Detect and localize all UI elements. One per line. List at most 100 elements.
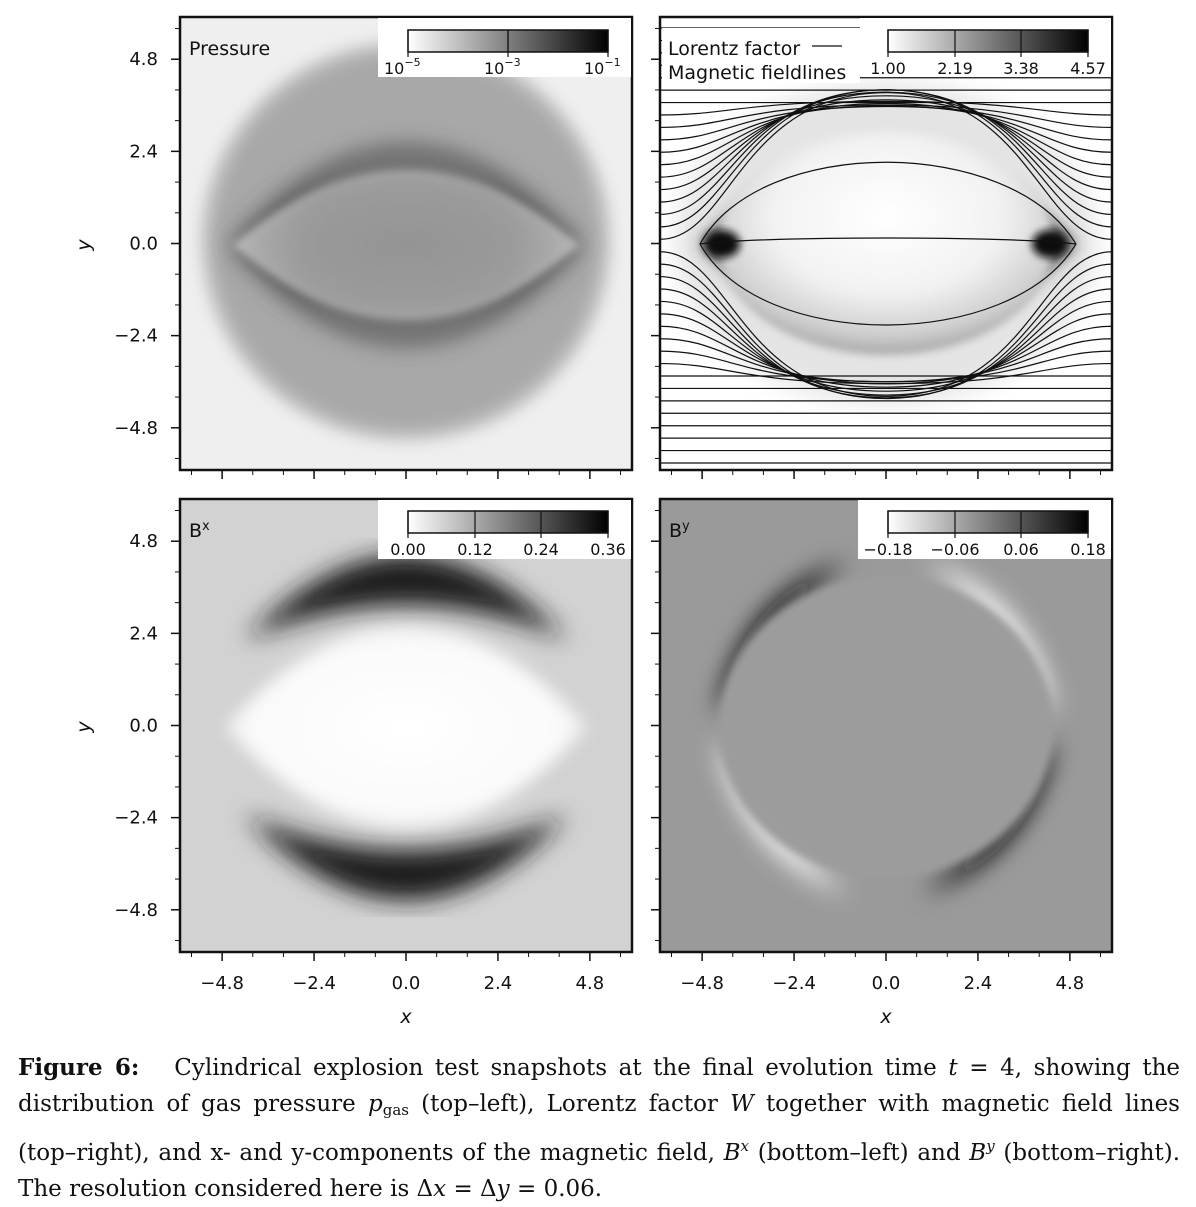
cb-tick-by-1: −0.06 — [930, 540, 979, 559]
colorbar-ticks-lorentz — [887, 30, 1089, 57]
pressure-map — [180, 17, 632, 470]
y-tick-label: −2.4 — [114, 326, 158, 347]
bx-map — [180, 499, 632, 952]
colorbar-bx — [407, 510, 609, 534]
y-tick-label: 0.0 — [129, 234, 158, 255]
cb-tick-lorentz-0: 1.00 — [870, 59, 906, 78]
caption-text-8: = 0.06. — [516, 1176, 603, 1202]
cb-tick-by-3: 0.18 — [1070, 540, 1106, 559]
panel-title-bx: Bx — [189, 519, 210, 542]
x-tick-label: 4.8 — [576, 973, 605, 994]
y-tick-label: 4.8 — [129, 531, 158, 552]
x-tick-label: −2.4 — [772, 973, 816, 994]
caption-text-5: (bottom–left) and — [757, 1140, 961, 1166]
lorentz-map — [660, 17, 1112, 470]
y-tick-label: 2.4 — [129, 141, 158, 162]
cb-tick-by-0: −0.18 — [863, 540, 912, 559]
caption-t-symbol: t — [948, 1055, 958, 1081]
fieldline — [660, 99, 1112, 178]
caption-p-sub: gas — [382, 1101, 409, 1119]
axes-layer: 4.8 2.4 0.0 −2.4 −4.8 −4.8 −2.4 0.0 2.4 4.8 4.8 2.4… — [114, 28, 1102, 994]
fieldline — [660, 251, 1112, 397]
cb-tick-bx-2: 0.24 — [523, 540, 559, 559]
fieldline-inner — [699, 237, 1077, 245]
caption-text-4: together with magnetic field lines (top–… — [18, 1091, 1180, 1166]
by-map — [660, 499, 1112, 952]
fieldline — [660, 92, 1112, 240]
fieldline — [660, 288, 1112, 396]
x-tick-label: 2.4 — [484, 973, 513, 994]
y-tick-label: −4.8 — [114, 418, 158, 439]
panel-title-fieldlines: Magnetic fieldlines — [668, 62, 846, 84]
x-axis-label-right: x — [879, 1006, 892, 1028]
fieldline — [660, 362, 1112, 385]
x-tick-label: 0.0 — [392, 973, 421, 994]
figure-caption: Figure 6: Cylindrical explosion test sna… — [18, 1050, 1180, 1207]
caption-w-symbol: W — [730, 1091, 754, 1117]
panel-pressure: Pressure 10−5 10−3 10−1 — [178, 15, 634, 472]
fieldline — [660, 350, 1112, 383]
colorbar-ticks-bx — [407, 511, 609, 538]
caption-text-6: (bottom–right). The resolution considere… — [18, 1140, 1181, 1202]
panel-title-pressure: Pressure — [189, 38, 270, 60]
magnetic-fieldlines — [660, 27, 1112, 464]
cb-tick-bx-1: 0.12 — [457, 540, 493, 559]
fieldline — [660, 105, 1112, 153]
colorbar-lorentz — [887, 29, 1089, 53]
caption-text-2: = 4, showing the distribution of gas pre… — [18, 1055, 1180, 1117]
panel-title-lorentz: Lorentz factor — [668, 38, 800, 60]
fieldline — [660, 104, 1112, 129]
y-tick-label: 0.0 — [129, 716, 158, 737]
fieldline — [660, 263, 1112, 400]
cb-tick-by-2: 0.06 — [1003, 540, 1039, 559]
x-tick-label: −4.8 — [680, 973, 724, 994]
fieldline — [660, 105, 1112, 141]
caption-p-symbol: p — [367, 1091, 383, 1117]
fieldline — [660, 95, 1112, 191]
caption-label: Figure 6: — [18, 1054, 140, 1081]
legend-box-lorentz — [662, 28, 860, 83]
colorbar-ticks-pressure — [407, 30, 609, 57]
fieldline — [660, 300, 1112, 392]
y-tick-label: −4.8 — [114, 900, 158, 921]
cb-tick-pressure-0: 10−5 — [384, 56, 421, 78]
fieldline-inner — [699, 161, 1077, 245]
x-tick-label: −2.4 — [292, 973, 336, 994]
caption-dx-symbol: x — [433, 1176, 447, 1202]
cb-tick-lorentz-1: 2.19 — [937, 59, 973, 78]
panel-by: By −0.18 −0.06 0.06 0.18 — [658, 497, 1114, 954]
y-axis-label-top: y — [73, 239, 95, 252]
y-tick-label: −2.4 — [114, 808, 158, 829]
caption-by-sup: y — [986, 1137, 995, 1155]
colorbar-ticks-by — [887, 511, 1089, 538]
fieldline — [660, 102, 1112, 166]
caption-dy-symbol: y — [496, 1176, 510, 1202]
x-tick-label: 0.0 — [872, 973, 901, 994]
caption-text-1: Cylindrical explosion test snapshots at … — [174, 1055, 937, 1081]
x-axis-label-left: x — [399, 1006, 412, 1028]
figure-canvas: Pressure 10−5 10−3 10−1 Lorentz factor M… — [73, 15, 1114, 1028]
y-tick-label: 2.4 — [129, 623, 158, 644]
cb-tick-lorentz-2: 3.38 — [1003, 59, 1039, 78]
caption-bx-symbol: B — [723, 1140, 741, 1166]
fieldline-inner — [699, 243, 1077, 326]
panel-title-by: By — [669, 519, 690, 542]
fieldline — [660, 89, 1112, 228]
caption-text-7: = Δ — [453, 1176, 497, 1202]
caption-by-symbol: B — [969, 1140, 987, 1166]
caption-bx-sup: x — [740, 1137, 750, 1155]
caption-text-3: (top–left), Lorentz factor — [421, 1091, 718, 1117]
colorbar-by — [887, 510, 1089, 534]
y-axis-label-bottom: y — [73, 721, 95, 734]
fieldline — [660, 313, 1112, 388]
panel-lorentz: Lorentz factor Magnetic fieldlines 1.00 … — [658, 15, 1114, 472]
cb-tick-bx-3: 0.36 — [590, 540, 626, 559]
x-tick-label: 2.4 — [964, 973, 993, 994]
panel-bx: Bx 0.00 0.12 0.24 0.36 — [178, 497, 634, 954]
cb-tick-lorentz-3: 4.57 — [1070, 59, 1106, 78]
x-tick-label: −4.8 — [200, 973, 244, 994]
y-tick-label: 4.8 — [129, 49, 158, 70]
x-tick-label: 4.8 — [1056, 973, 1085, 994]
cb-tick-pressure-2: 10−1 — [584, 56, 621, 78]
fieldline — [660, 275, 1112, 399]
